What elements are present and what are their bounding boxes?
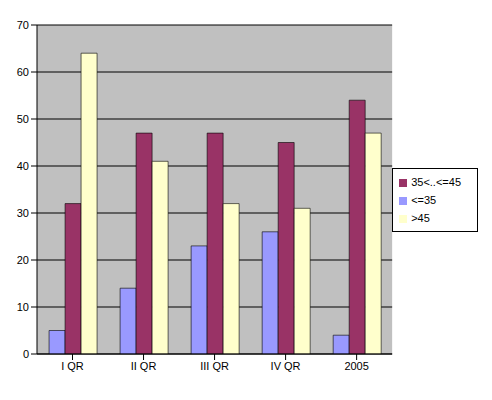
svg-text:60: 60 (17, 66, 29, 78)
html-text:<=35: <=35 (411, 194, 437, 206)
svg-text:IV QR: IV QR (271, 360, 301, 372)
html-text:>45: >45 (411, 212, 430, 224)
html-text:35<..<=45: 35<..<=45 (411, 176, 461, 188)
svg-text:II QR: II QR (131, 360, 157, 372)
svg-text:40: 40 (17, 160, 29, 172)
svg-text:0: 0 (23, 348, 29, 360)
svg-text:30: 30 (17, 207, 29, 219)
svg-text:50: 50 (17, 113, 29, 125)
svg-text:I QR: I QR (61, 360, 84, 372)
svg-text:20: 20 (17, 254, 29, 266)
svg-text:10: 10 (17, 301, 29, 313)
svg-text:III QR: III QR (200, 360, 229, 372)
svg-text:70: 70 (17, 19, 29, 31)
svg-text:2005: 2005 (344, 360, 368, 372)
